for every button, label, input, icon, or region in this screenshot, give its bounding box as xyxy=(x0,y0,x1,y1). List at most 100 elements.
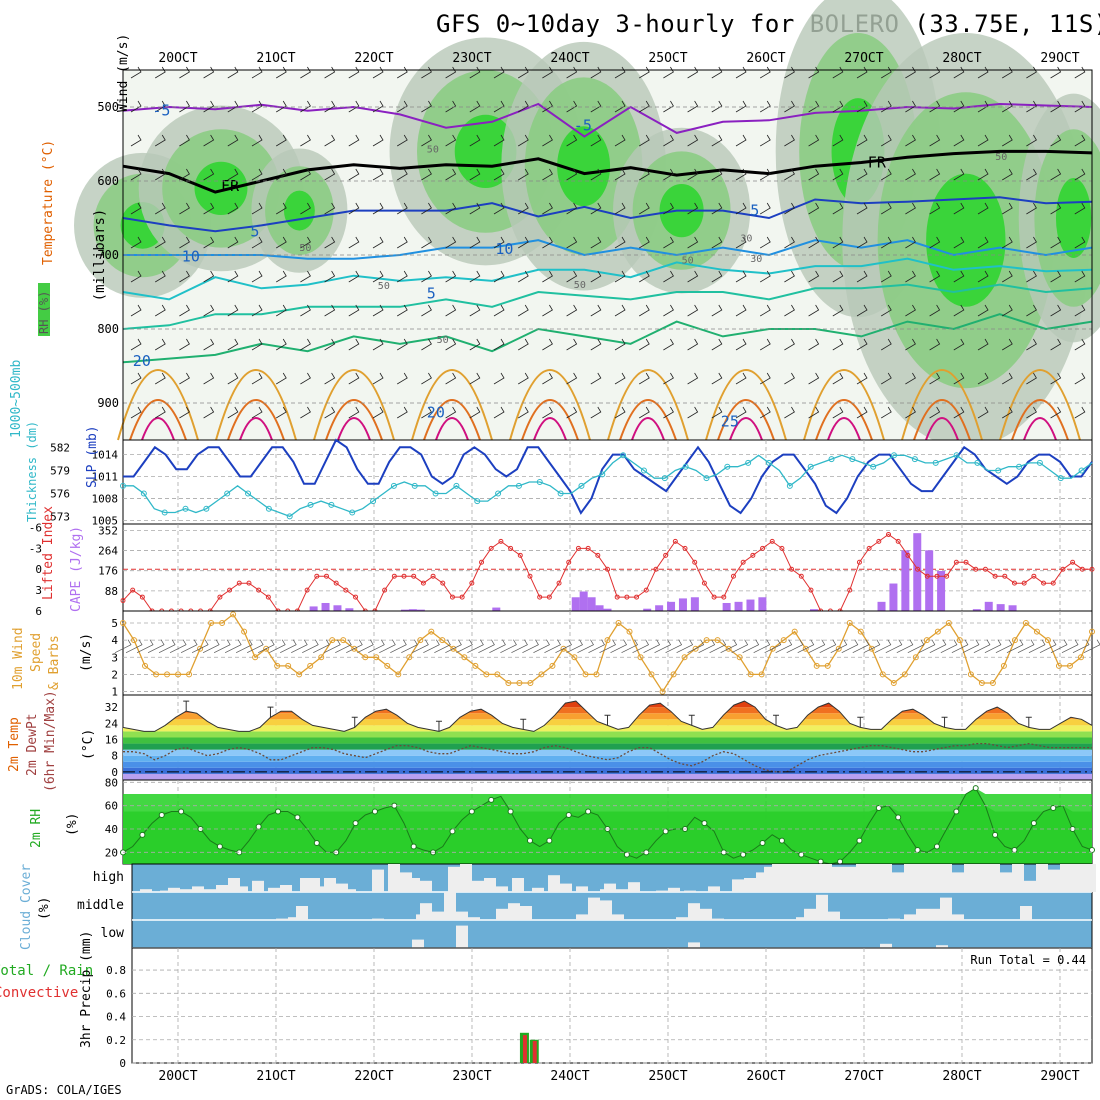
cloud-gap-middle xyxy=(508,903,520,920)
wind-barb xyxy=(614,202,626,215)
wind-barb xyxy=(372,168,384,181)
max-temp-whisker xyxy=(267,706,274,718)
temp-band xyxy=(123,755,1092,762)
wind-barb xyxy=(808,202,820,215)
wind-barb xyxy=(300,168,311,181)
thickness-marker xyxy=(515,482,522,489)
wind-barb xyxy=(977,236,989,249)
cloud-gap-middle xyxy=(928,908,940,920)
li-marker xyxy=(992,573,998,579)
wind-barb xyxy=(493,270,505,283)
li-marker xyxy=(769,538,775,544)
thickness-marker xyxy=(807,463,814,470)
series-slp xyxy=(123,438,1093,515)
warm-isotherm-arc xyxy=(129,399,187,441)
isotherm-label: 50 xyxy=(682,256,694,267)
isotherm-label: -5 xyxy=(152,102,170,120)
date-tick-top: 21OCT xyxy=(256,51,295,66)
wind-barb xyxy=(542,66,553,79)
wind-barb xyxy=(856,270,868,283)
rh-marker xyxy=(1011,847,1018,853)
wind-barb xyxy=(808,134,820,147)
pressure-tick-label: 800 xyxy=(97,322,119,336)
temp-tick: 8 xyxy=(111,750,118,763)
wind-barb xyxy=(324,372,336,385)
rh-marker xyxy=(837,858,844,865)
thickness-marker xyxy=(599,471,606,478)
thickness-marker xyxy=(224,490,231,497)
wind-speed-marker xyxy=(197,645,204,652)
wind-speed-marker xyxy=(681,654,688,661)
wind-barb xyxy=(154,168,166,181)
wind-barb xyxy=(1001,304,1013,317)
surface-wind-barb xyxy=(544,639,561,654)
wind-barb xyxy=(566,236,578,249)
wind-barb xyxy=(1074,134,1086,147)
thickness-marker xyxy=(682,463,689,470)
wind-barb xyxy=(759,304,771,317)
cloud-gap-middle xyxy=(588,897,600,920)
wind-barb xyxy=(663,168,674,181)
wind-barb xyxy=(977,372,989,385)
wind-barb xyxy=(977,100,989,113)
li-marker xyxy=(227,587,233,593)
wind-barb xyxy=(203,338,215,351)
slp-tick: 1011 xyxy=(92,471,119,484)
thickness-units-label: Thickness (dm) xyxy=(25,421,39,522)
thickness-marker xyxy=(620,452,627,459)
wind-barb xyxy=(614,134,626,147)
wind-barb xyxy=(663,270,674,283)
wind-barb xyxy=(856,304,868,317)
date-tick-top: 22OCT xyxy=(354,51,393,66)
wind-barb xyxy=(324,304,336,317)
surface-wind-barb xyxy=(577,639,594,654)
wind-speed-marker xyxy=(945,620,952,626)
surface-wind-barb xyxy=(324,639,341,654)
wind-barb xyxy=(759,236,771,249)
wind-speed-marker xyxy=(230,611,237,618)
wind-barb xyxy=(542,270,553,283)
wind-barb xyxy=(1026,338,1037,351)
wind-barb xyxy=(832,338,844,351)
precip-units-label: 3hr Precip (mm) xyxy=(79,931,94,1048)
cape-tick: 176 xyxy=(98,565,118,578)
wind-speed-marker xyxy=(758,671,765,678)
wind-barb xyxy=(735,202,747,215)
cape-tick: 352 xyxy=(98,524,118,537)
wind-barb xyxy=(590,406,602,419)
wind-barb xyxy=(179,270,190,283)
wind-barb xyxy=(469,168,481,181)
li-marker xyxy=(701,580,707,586)
wind-barb xyxy=(469,100,481,113)
wind-speed-marker xyxy=(868,645,875,652)
wind-speed-marker xyxy=(131,637,138,644)
wind-speed-marker xyxy=(890,680,897,686)
precip-tick: 0.2 xyxy=(106,1034,126,1047)
surface-wind-barb xyxy=(114,639,132,654)
thickness-tick: 582 xyxy=(50,442,70,455)
wind-barb xyxy=(251,202,263,215)
cloud-gap-high xyxy=(880,864,892,892)
wind-barb xyxy=(203,66,215,79)
surface-wind-barb xyxy=(522,639,539,654)
wind10m-panel: 1 2 3 4 5 10m Wind Speed & Barbs (m/s) xyxy=(11,610,1100,699)
wind-barb xyxy=(1001,202,1013,215)
wind-barb xyxy=(832,406,844,419)
rh-marker xyxy=(216,843,223,850)
rh-marker xyxy=(914,847,921,853)
wind-speed-marker xyxy=(219,620,226,626)
wind-speed-marker xyxy=(637,654,644,661)
surface-wind-barb xyxy=(478,639,495,654)
wind-barb xyxy=(856,406,868,419)
wind-barb xyxy=(227,406,239,419)
rh-marker xyxy=(1030,820,1037,827)
surface-wind-barb xyxy=(235,639,253,654)
wind-barb xyxy=(517,304,529,317)
li-marker xyxy=(479,559,485,565)
wind-barb xyxy=(759,134,771,147)
wind-barb xyxy=(735,406,747,419)
wind-speed-marker xyxy=(912,654,919,661)
wind-barb xyxy=(880,372,892,385)
wind-barb xyxy=(687,338,699,351)
wind-barb xyxy=(227,66,239,79)
